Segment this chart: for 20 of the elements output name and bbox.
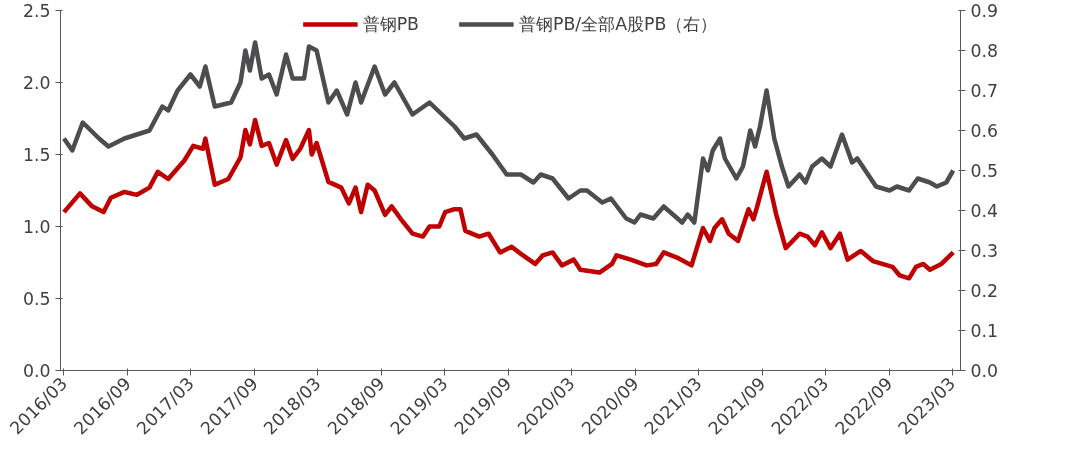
y-tick-label: 0.5 (22, 289, 51, 309)
y-tick-label: 0.0 (22, 361, 51, 381)
y2-tick-label: 0.2 (970, 281, 999, 301)
y2-tick-label: 0.4 (970, 201, 999, 221)
y2-tick-label: 0.1 (970, 321, 999, 341)
legend-label: 普钢PB/全部A股PB（右） (518, 13, 718, 36)
y2-tick-label: 0.6 (970, 121, 999, 141)
y-tick-label: 2.0 (22, 73, 51, 93)
legend-label: 普钢PB (362, 13, 419, 36)
y2-tick-label: 0.0 (970, 361, 999, 381)
y-tick-label: 1.0 (22, 217, 51, 237)
y2-tick-label: 0.9 (970, 1, 999, 21)
line-series (61, 117, 956, 281)
y2-tick-label: 0.7 (970, 81, 999, 101)
line-series (61, 40, 956, 225)
y2-tick-label: 0.5 (970, 161, 999, 181)
y2-tick-label: 0.8 (970, 41, 999, 61)
y2-tick-label: 0.3 (970, 241, 999, 261)
y-tick-label: 2.5 (22, 1, 51, 21)
y-tick-label: 1.5 (22, 145, 51, 165)
